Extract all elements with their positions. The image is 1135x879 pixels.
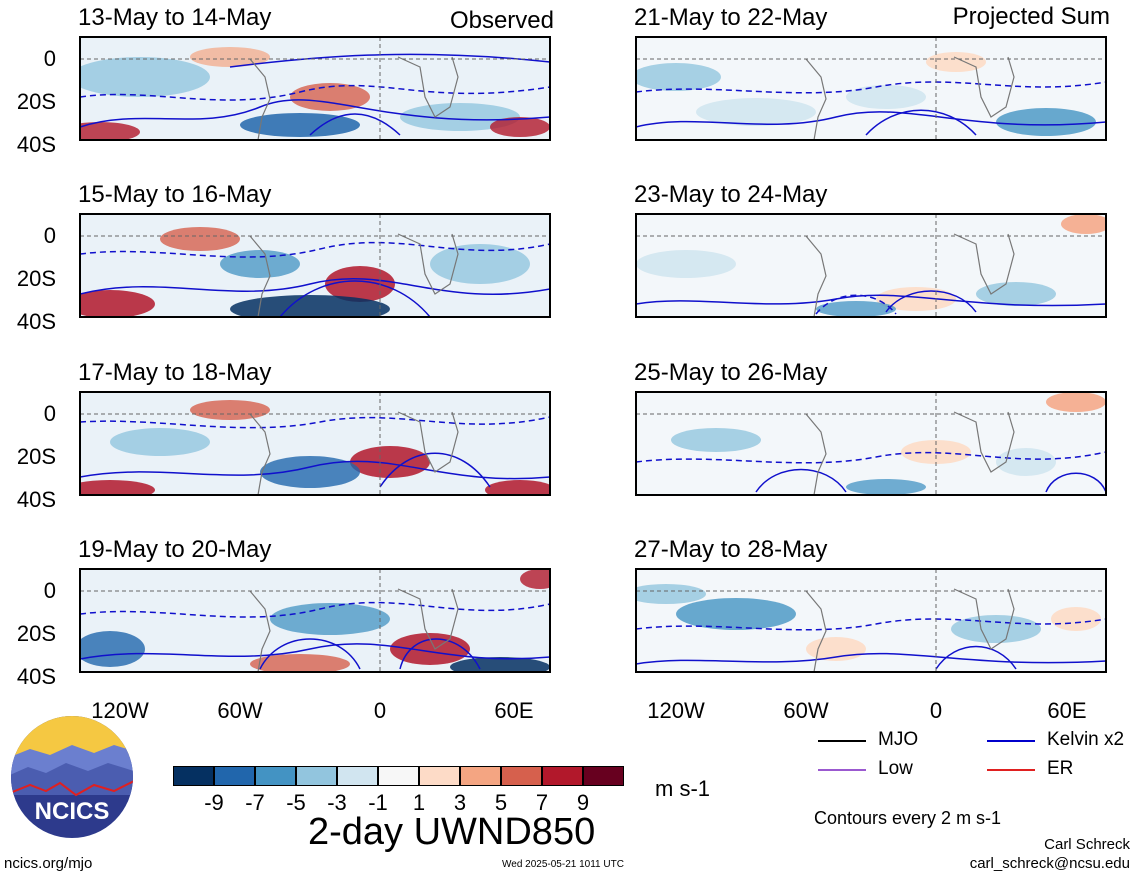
ytick-0-p4: 0 xyxy=(43,578,56,603)
legend-line-kelvin xyxy=(987,740,1035,742)
footer-url: ncics.org/mjo xyxy=(4,855,93,872)
panel-title-projected-4: 27-May to 28-May xyxy=(634,536,828,563)
colorbar-box-5 xyxy=(337,766,378,786)
map-panel-observed-4 xyxy=(80,569,550,672)
colorbar-label-8: 5 xyxy=(494,790,508,815)
map-panel-projected-4 xyxy=(636,569,1106,672)
colorbar-box-3 xyxy=(255,766,296,786)
legend-line-er xyxy=(987,769,1035,771)
map-panel-observed-3 xyxy=(80,392,550,495)
ytick-40s-p2: 40S xyxy=(16,309,56,334)
timestamp: Wed 2025-05-21 1011 UTC xyxy=(502,859,624,870)
colorbar-units: m s-1 xyxy=(655,776,710,801)
xtick-120w-right: 120W xyxy=(647,698,705,723)
colorbar-box-6 xyxy=(378,766,419,786)
ytick-0-p3: 0 xyxy=(43,401,56,426)
colorbar-box-11 xyxy=(583,766,624,786)
variable-title: 2-day UWND850 xyxy=(308,811,596,853)
colorbar-box-9 xyxy=(501,766,542,786)
panel-title-projected-1: 21-May to 22-May xyxy=(634,4,828,31)
panel-title-observed-2: 15-May to 16-May xyxy=(78,181,272,208)
xtick-120w-left: 120W xyxy=(91,698,149,723)
xtick-60w-left: 60W xyxy=(217,698,263,723)
credit-name: Carl Schreck xyxy=(1044,836,1130,853)
map-panel-projected-2 xyxy=(636,214,1106,317)
ytick-40s-p4: 40S xyxy=(16,664,56,689)
colorbar-box-8 xyxy=(460,766,501,786)
legend-label-low: Low xyxy=(878,758,913,779)
ytick-40s-p3: 40S xyxy=(16,487,56,512)
ytick-0-p2: 0 xyxy=(43,223,56,248)
map-panel-observed-2 xyxy=(80,214,550,317)
ncics-logo: NCICS xyxy=(10,715,134,839)
colorbar-label-2: -7 xyxy=(245,790,265,815)
projected-sum-label: Projected Sum xyxy=(952,3,1110,30)
colorbar-box-4 xyxy=(296,766,337,786)
colorbar-label-3: -5 xyxy=(286,790,306,815)
ytick-20s-p3: 20S xyxy=(16,444,56,469)
xtick-60e-right: 60E xyxy=(1047,698,1087,723)
xtick-0-right: 0 xyxy=(929,698,943,723)
colorbar-box-1 xyxy=(173,766,214,786)
contour-note: Contours every 2 m s-1 xyxy=(814,808,1002,828)
ytick-20s-p4: 20S xyxy=(16,621,56,646)
colorbar-label-1: -9 xyxy=(204,790,224,815)
map-panel-observed-1 xyxy=(80,37,550,140)
ytick-20s-p1: 20S xyxy=(16,89,56,114)
colorbar-label-7: 3 xyxy=(453,790,467,815)
panel-title-observed-3: 17-May to 18-May xyxy=(78,359,272,386)
observed-label: Observed xyxy=(449,7,554,34)
legend-label-kelvin: Kelvin x2 xyxy=(1047,729,1125,750)
legend-line-mjo xyxy=(818,740,866,742)
panel-title-projected-2: 23-May to 24-May xyxy=(634,181,828,208)
xtick-0-left: 0 xyxy=(373,698,387,723)
colorbar-box-7 xyxy=(419,766,460,786)
logo-text: NCICS xyxy=(35,798,110,825)
colorbar-label-6: 1 xyxy=(412,790,426,815)
legend-line-low xyxy=(818,769,866,771)
ytick-40s-p1: 40S xyxy=(16,132,56,157)
credit-email: carl_schreck@ncsu.edu xyxy=(969,855,1130,872)
xtick-60w-right: 60W xyxy=(783,698,829,723)
legend-label-er: ER xyxy=(1047,758,1074,779)
colorbar-label-9: 7 xyxy=(535,790,549,815)
map-panel-projected-3 xyxy=(636,392,1106,495)
colorbar-label-10: 9 xyxy=(576,790,590,815)
xtick-60e-left: 60E xyxy=(494,698,534,723)
ytick-20s-p2: 20S xyxy=(16,266,56,291)
panel-title-projected-3: 25-May to 26-May xyxy=(634,359,828,386)
panel-title-observed-4: 19-May to 20-May xyxy=(78,536,272,563)
ytick-0-p1: 0 xyxy=(43,46,56,71)
map-panel-projected-1 xyxy=(636,37,1106,140)
colorbar-box-2 xyxy=(214,766,255,786)
legend-label-mjo: MJO xyxy=(878,729,919,750)
colorbar-label-5: -1 xyxy=(368,790,388,815)
colorbar-label-4: -3 xyxy=(327,790,347,815)
colorbar-box-10 xyxy=(542,766,583,786)
panel-title-observed-1: 13-May to 14-May xyxy=(78,4,272,31)
